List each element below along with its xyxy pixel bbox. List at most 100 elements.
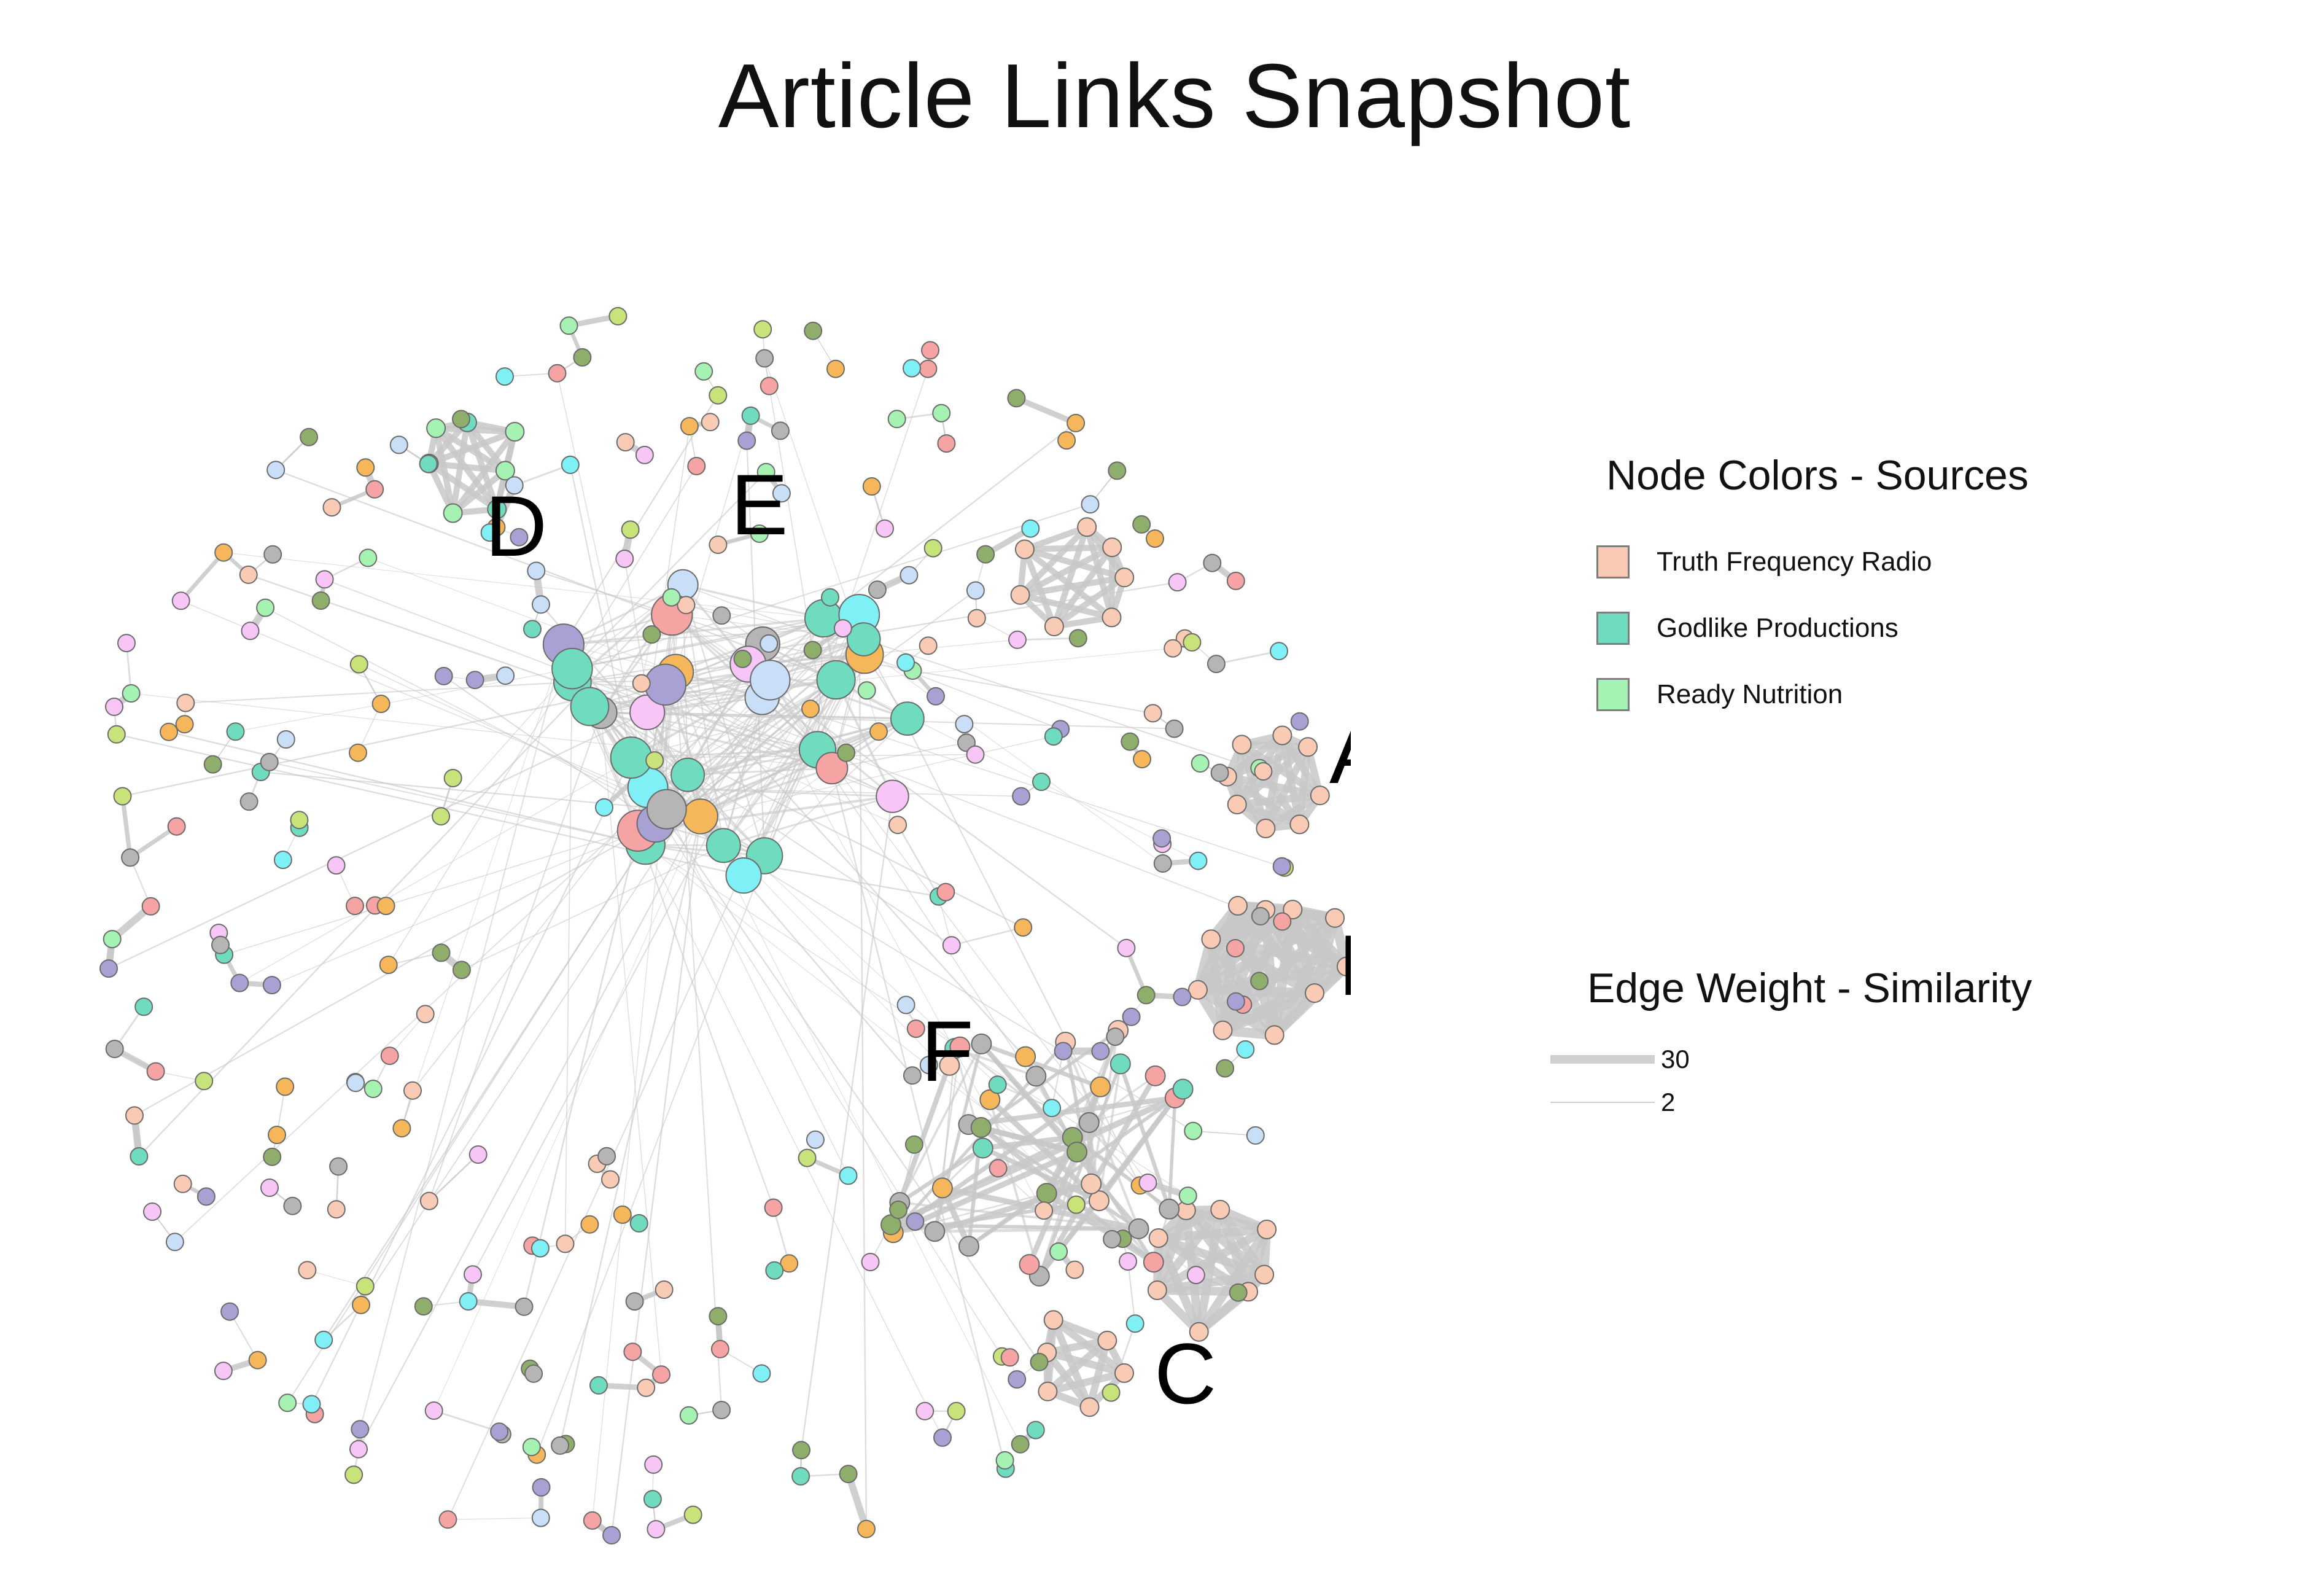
graph-node: [419, 454, 438, 473]
graph-node: [602, 1525, 621, 1545]
graph-node: [1008, 630, 1027, 649]
graph-node: [532, 1478, 551, 1497]
graph-edge: [800, 795, 893, 1451]
graph-node: [1187, 980, 1208, 1000]
graph-node: [701, 413, 720, 432]
graph-node: [741, 406, 760, 425]
graph-node: [712, 606, 731, 625]
graph-node: [771, 421, 790, 440]
graph-node: [976, 545, 995, 564]
graph-node: [1310, 785, 1330, 806]
graph-node: [595, 798, 613, 817]
graph-node: [349, 743, 367, 762]
graph-node: [1122, 1007, 1141, 1026]
graph-edge: [426, 460, 500, 513]
graph-edge: [675, 671, 723, 1411]
graph-node: [1213, 1020, 1233, 1040]
graph-node: [1251, 906, 1270, 925]
graph-node: [1054, 1042, 1073, 1061]
graph-node: [99, 959, 118, 978]
graph-node: [329, 1157, 348, 1176]
graph-edge: [980, 1134, 1075, 1151]
graph-node: [752, 1364, 771, 1383]
graph-node: [1125, 1314, 1145, 1333]
graph-node: [1015, 1046, 1036, 1067]
graph-node: [346, 897, 364, 916]
graph-node: [972, 1137, 993, 1159]
legend-edge-weight-title: Edge Weight - Similarity: [1587, 965, 2032, 1011]
legend-item-label: Truth Frequency Radio: [1657, 547, 1932, 577]
graph-edge: [600, 712, 662, 1375]
graph-node: [125, 1106, 144, 1125]
graph-node: [1191, 754, 1210, 773]
graph-node: [647, 1520, 666, 1539]
graph-edge: [571, 504, 1091, 669]
graph-node: [646, 789, 687, 830]
graph-edge: [589, 679, 837, 707]
graph-node: [988, 1075, 1007, 1094]
graph-node: [379, 956, 398, 975]
graph-edge: [647, 617, 825, 789]
graph-node: [792, 1441, 810, 1460]
graph-edge: [1108, 544, 1116, 621]
graph-node: [1189, 851, 1208, 870]
graph-node: [505, 422, 525, 442]
graph-node: [344, 1465, 363, 1484]
graph-node: [924, 1221, 946, 1242]
graph-edge: [761, 697, 1285, 868]
graph-edge: [168, 731, 647, 846]
graph-node: [573, 348, 592, 367]
graph-node: [278, 1393, 297, 1412]
graph-node: [625, 1292, 644, 1311]
graph-node: [764, 1198, 783, 1217]
graph-edge: [600, 617, 825, 714]
graph-node: [601, 1170, 620, 1189]
legend-edge-item: 30: [1550, 1038, 2032, 1081]
graph-node: [548, 364, 567, 383]
graph-node: [949, 1036, 971, 1058]
graph-edge: [1152, 1205, 1225, 1295]
graph-node: [806, 1130, 825, 1149]
graph-node: [862, 477, 881, 496]
cluster-label-e: E: [731, 456, 788, 553]
graph-node: [230, 973, 249, 992]
graph-node: [682, 798, 718, 835]
graph-node: [1091, 1042, 1110, 1061]
graph-node: [276, 730, 295, 749]
graph-node: [616, 433, 635, 452]
graph-node: [266, 461, 286, 480]
graph-node: [635, 445, 654, 464]
graph-node: [921, 341, 939, 360]
graph-node: [712, 1401, 731, 1419]
graph-node: [896, 995, 915, 1015]
graph-node: [1254, 1264, 1275, 1285]
graph-edge: [1051, 1050, 1064, 1109]
graph-node: [490, 1422, 509, 1441]
graph-node: [376, 897, 395, 916]
graph-node: [195, 1072, 214, 1091]
graph-edge: [229, 1311, 258, 1361]
graph-node: [311, 591, 330, 610]
graph-edge: [323, 808, 668, 1341]
graph-node: [1264, 1025, 1284, 1045]
graph-edge: [559, 816, 701, 1447]
graph-node: [322, 498, 341, 517]
graph-node: [919, 1056, 938, 1075]
graph-node: [1019, 1254, 1040, 1275]
graph-node: [530, 1239, 550, 1258]
graph-edge: [271, 718, 908, 986]
legend-edge-weight: Edge Weight - Similarity 30 2: [1550, 964, 2032, 1124]
graph-edge: [723, 768, 833, 846]
graph-node: [1201, 929, 1221, 949]
graph-node: [1036, 1183, 1057, 1204]
graph-node: [117, 634, 136, 653]
graph-node: [1228, 895, 1248, 916]
graph-node: [392, 1119, 411, 1138]
graph-node: [637, 1378, 656, 1397]
graph-node: [995, 1451, 1014, 1470]
graph-edge: [440, 668, 573, 817]
graph-node: [857, 1519, 876, 1538]
graph-edge: [966, 1095, 1178, 1128]
graph-edge: [107, 711, 648, 970]
graph-node: [349, 655, 368, 674]
